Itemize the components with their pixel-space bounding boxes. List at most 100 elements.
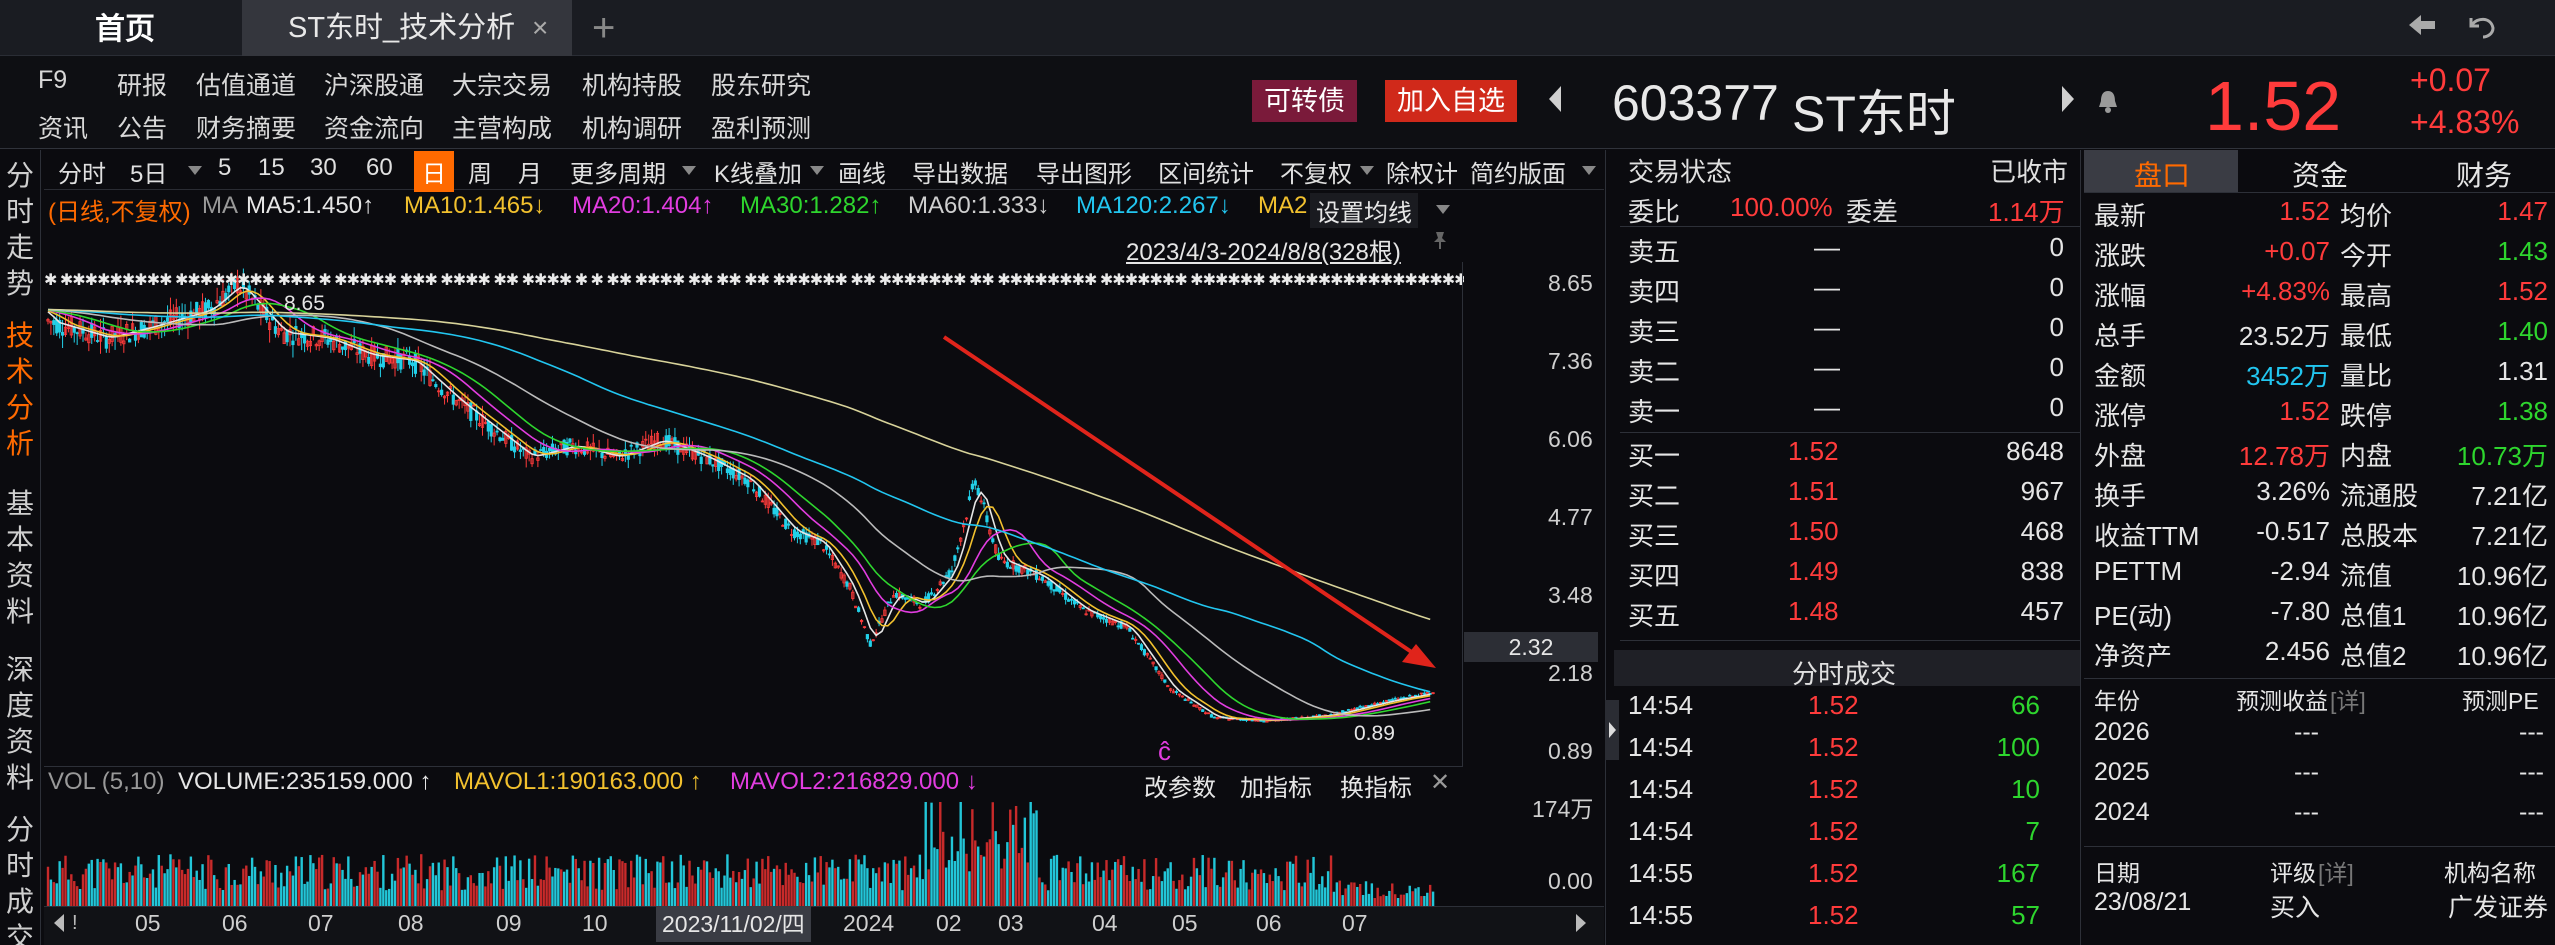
candle-body — [504, 430, 508, 444]
scroll-left-icon[interactable] — [50, 910, 68, 941]
forecast-eps: --- — [2294, 798, 2319, 826]
range-stats[interactable]: 区间统计 — [1158, 161, 1254, 188]
simple-layout[interactable]: 简约版面 — [1470, 161, 1566, 188]
prev-stock-icon[interactable] — [1545, 84, 1565, 119]
period-day[interactable]: 日 — [414, 151, 454, 192]
dropdown-icon[interactable] — [810, 163, 824, 181]
back-arrow-icon[interactable] — [2405, 8, 2439, 51]
period-week[interactable]: 周 — [468, 161, 492, 188]
tab-finance[interactable]: 财务 — [2456, 160, 2513, 191]
more-periods[interactable]: 更多周期 — [570, 161, 666, 188]
menu-block-trade[interactable]: 大宗交易 — [452, 72, 553, 100]
plus-icon[interactable]: + — [592, 6, 616, 50]
candle-body — [743, 477, 747, 484]
tab-funds[interactable]: 资金 — [2292, 160, 2349, 191]
volume-bar — [947, 860, 951, 906]
tab-technical-analysis[interactable]: ST东时_技术分析 — [242, 0, 572, 56]
kline-overlay[interactable]: K线叠加 — [714, 161, 803, 188]
scroll-right-icon[interactable] — [1572, 910, 1590, 941]
volume-bar — [422, 888, 426, 906]
candle-body — [728, 468, 732, 475]
menu-financial-summary[interactable]: 财务摘要 — [196, 115, 297, 143]
menu-connect[interactable]: 沪深股通 — [324, 72, 425, 100]
volume-bar — [414, 869, 417, 906]
no-adjust[interactable]: 不复权 — [1280, 161, 1352, 188]
period-60min[interactable]: 60 — [366, 154, 393, 181]
period-5min[interactable]: 5 — [218, 154, 232, 181]
nav-trades[interactable]: 分时成交 — [0, 812, 40, 945]
menu-fund-flow[interactable]: 资金流向 — [324, 115, 425, 143]
volume-bar — [959, 802, 962, 906]
rating-detail-link[interactable]: [详] — [2318, 860, 2354, 886]
volume-bar — [61, 867, 64, 906]
tab-quote[interactable] — [2084, 150, 2238, 192]
volume-bar — [1297, 882, 1301, 906]
quote-label: 总值2 — [2340, 641, 2407, 671]
level-label: 卖二 — [1628, 357, 1681, 387]
menu-inst-holding[interactable]: 机构持股 — [582, 72, 683, 100]
date-range-label[interactable]: 2023/4/3-2024/8/8(328根) — [1126, 239, 1401, 266]
bell-icon[interactable] — [2096, 88, 2120, 119]
switch-indicator-button[interactable]: 换指标 — [1340, 775, 1412, 802]
nav-basic[interactable]: 基本资料 — [0, 486, 40, 630]
volume-bar — [1116, 859, 1120, 906]
volume-bar — [73, 881, 76, 906]
volume-bar — [542, 879, 545, 906]
close-icon[interactable]: × — [532, 12, 549, 43]
dropdown-icon[interactable] — [1360, 163, 1374, 181]
vol-tick: 174万 — [1532, 796, 1594, 822]
export-chart[interactable]: 导出图形 — [1036, 161, 1132, 188]
tab-home[interactable]: 首页 — [95, 13, 155, 46]
convertible-bond-button[interactable]: 可转债 — [1252, 80, 1357, 122]
period-15min[interactable]: 15 — [258, 154, 285, 181]
forecast-detail-link[interactable]: [详] — [2330, 688, 2366, 714]
period-intraday[interactable]: 分时 — [58, 161, 106, 188]
dropdown-icon[interactable] — [1436, 202, 1450, 220]
level-volume: 967 — [2020, 476, 2064, 506]
candle-body — [754, 491, 759, 498]
candle-body — [343, 340, 348, 351]
period-30min[interactable]: 30 — [310, 154, 337, 181]
volume-chart[interactable] — [44, 800, 1462, 908]
menu-business[interactable]: 主营构成 — [452, 115, 553, 143]
candle-body — [1393, 697, 1397, 700]
pin-icon[interactable] — [1430, 230, 1450, 255]
change-params-button[interactable]: 改参数 — [1144, 775, 1216, 802]
next-stock-icon[interactable] — [2058, 84, 2078, 119]
period-month[interactable]: 月 — [518, 161, 542, 188]
close-icon[interactable]: ✕ — [1430, 769, 1451, 796]
export-data[interactable]: 导出数据 — [912, 161, 1008, 188]
menu-shareholders[interactable]: 股东研究 — [711, 72, 812, 100]
date-axis — [44, 906, 1604, 945]
ex-rights[interactable]: 除权计 — [1386, 161, 1458, 188]
kline-chart[interactable] — [44, 262, 1464, 767]
ma-settings-button[interactable]: 设置均线 — [1310, 193, 1418, 228]
undo-icon[interactable] — [2465, 8, 2499, 51]
volume-bar — [991, 802, 994, 906]
add-indicator-button[interactable]: 加指标 — [1240, 775, 1312, 802]
period-5day[interactable]: 5日 — [130, 161, 168, 188]
dropdown-icon[interactable] — [188, 163, 202, 181]
menu-valuation[interactable]: 估值通道 — [196, 72, 297, 100]
menu-news[interactable]: 资讯 — [38, 115, 89, 143]
menu-reports[interactable]: 研报 — [117, 72, 168, 100]
quote-row: 金额 3452万 量比 1.31 — [2094, 356, 2554, 394]
nav-intraday[interactable]: 分时走势 — [0, 158, 40, 302]
menu-research[interactable]: 机构调研 — [582, 115, 683, 143]
dropdown-icon[interactable] — [682, 163, 696, 181]
candle-body — [1215, 717, 1219, 720]
volume-bar — [90, 859, 93, 906]
menu-profit-forecast[interactable]: 盈利预测 — [711, 115, 812, 143]
volume-bar — [749, 887, 752, 906]
volume-bar — [1026, 862, 1029, 906]
menu-f9[interactable]: F9 — [38, 66, 68, 94]
volume-bar — [979, 854, 983, 906]
nav-depth[interactable]: 深度资料 — [0, 652, 40, 796]
volume-bar — [880, 881, 884, 906]
nav-technical[interactable]: 技术分析 — [0, 318, 40, 462]
draw-line[interactable]: 画线 — [838, 161, 886, 188]
collapse-handle[interactable] — [1605, 700, 1619, 760]
menu-announcements[interactable]: 公告 — [117, 115, 168, 143]
dropdown-icon[interactable] — [1582, 163, 1596, 181]
add-watchlist-button[interactable]: 加入自选 — [1385, 80, 1517, 122]
